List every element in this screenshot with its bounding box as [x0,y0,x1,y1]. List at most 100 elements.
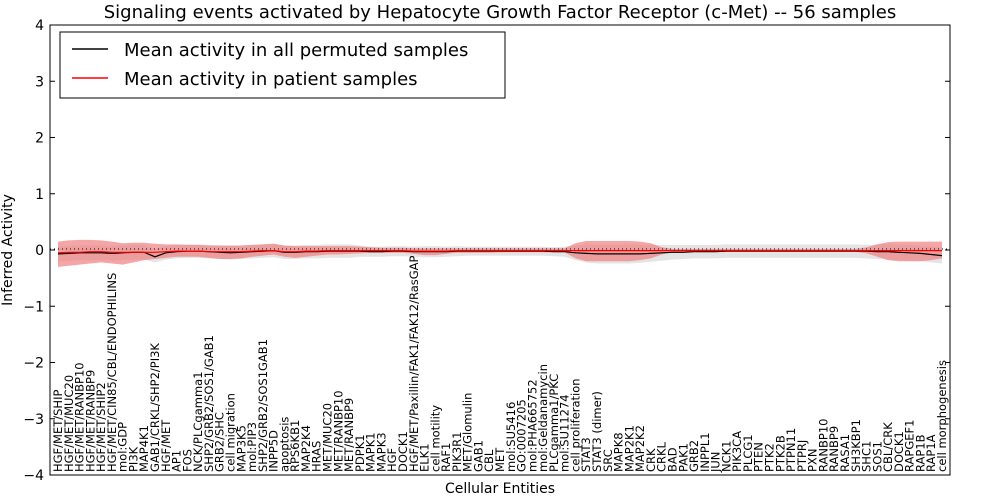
x-tick-label: HGF/MET/CIN85/CBL/ENDOPHILINS [105,273,119,472]
x-tick-label: RAF1 [439,443,453,472]
x-tick-label: SRC [601,449,615,472]
x-tick-label: mol:SU11274 [558,394,572,472]
x-tick-label: INPPL1 [698,432,712,472]
x-tick-label: GAB1/CRKL/SHP2/PI3K [148,343,162,472]
x-tick-label: GO:0007205 [515,399,529,472]
y-axis: −4 −3 −2 −1 0 1 2 3 4 [23,18,950,484]
x-tick-label: ELK1 [418,443,432,472]
y-tick-label: 1 [35,187,44,203]
x-tick-label: mol:GDP [116,422,130,472]
x-tick-label: mol:PIP3 [245,422,259,472]
x-tick-label: RASA1 [838,434,852,472]
x-tick-label: HGF/MET/SHIP2 [94,382,108,472]
x-tick-label: MAPK1 [364,432,378,472]
x-tick-label: MET/Glomulin [461,393,475,472]
x-tick-label: NCK1 [719,441,733,473]
x-tick-label: MAPK3 [374,432,388,472]
x-tick-label: FOS [180,449,194,472]
x-tick-label: cell morphogenesis [935,360,949,472]
confidence-bands [58,239,942,267]
x-tick-label: RAP1B [913,434,927,472]
x-tick-label: GRB2/SHC [213,412,227,472]
x-tick-label: GAB1 [471,440,485,472]
x-tick-label: NCK/PLCgamma1 [191,371,205,472]
x-tick-label: MAPK8 [612,432,626,472]
legend: Mean activity in all permuted samples Me… [59,31,506,99]
x-tick-label: cell migration [224,393,238,472]
x-tick-label: RANBP10 [816,419,830,472]
x-tick-label: PLCG1 [741,434,755,472]
y-axis-label: Inferred Activity [0,194,16,306]
x-tick-label: CRKL [655,441,669,472]
x-tick-label: HGF/MET/Paxillin/FAK1/FAK12/RasGAP [407,255,421,472]
x-tick-label: PIK3CA [730,431,744,472]
x-tick-label: JUN [709,452,723,473]
x-tick-label: MAP2K1 [622,425,636,472]
x-tick-label: PLCgamma1/PKC [547,374,561,472]
x-tick-label: MAP2K4 [299,425,313,472]
x-tick-label: PTK2B [773,435,787,472]
x-tick-label: PXN [806,449,820,472]
x-tick-label: STAT3 [579,437,593,472]
x-tick-label: MAP4K1 [137,425,151,472]
x-axis-label: Cellular Entities [445,481,555,497]
chart-title: Signaling events activated by Hepatocyte… [104,2,897,23]
x-tick-label: mol:PHA665752 [525,379,539,472]
x-tick-label: GRB2 [687,440,701,472]
x-tick-label: RAP1A [924,434,938,472]
x-tick-label: HGF/MET/MUC20 [62,375,76,472]
y-tick-label: 0 [35,243,44,259]
patient-mean-line [57,250,942,254]
x-tick-label: DOCK1 [396,431,410,472]
x-tick-label: PI3K [127,446,141,472]
x-tick-label: HGF [385,448,399,472]
y-tick-label: −4 [23,468,44,484]
x-tick-label: HGF/MET [159,419,173,472]
x-tick-label: DOCK1 [892,431,906,472]
x-tick-label: CRK [644,448,658,472]
y-tick-label: 2 [35,131,44,147]
x-tick-label: SHP2/GRB2/SOS1GAB1 [256,339,270,472]
x-tick-label: CBL/CRK [881,422,895,472]
x-tick-label: PIK3R1 [450,432,464,473]
x-tick-label: HGF/MET/RANBP10 [73,362,87,472]
x-tick-label: RPS6KB1 [288,420,302,472]
x-tick-label: PTK2 [763,443,777,472]
x-tick-label: apoptosis [277,417,291,472]
x-tick-label: BAD [666,447,680,472]
x-tick-label: STAT3 (dimer) [590,391,604,472]
x-tick-label: HRAS [310,441,324,472]
series-lines [57,249,943,258]
x-tick-label: PTEN [752,442,766,472]
x-tick-label: cell motility [428,405,442,472]
x-tick-label: PTPN11 [784,428,798,472]
x-tick-label: HGF/MET/RANBP9 [83,370,97,472]
x-tick-label: MET/RANBP10 [331,390,345,472]
x-tick-label: PTPRJ [795,440,809,472]
x-tick-label: MET/MUC20 [321,403,335,472]
x-tick-label: SHP2/GRB2/SOS1/GAB1 [202,335,216,472]
x-tick-label: INPP5D [267,430,281,472]
y-tick-label: 4 [35,18,44,34]
x-tick-label: RANBP9 [827,426,841,472]
x-tick-label: PDPK1 [353,434,367,472]
x-tick-label: MET/RANBP9 [342,398,356,472]
legend-box [59,31,506,99]
legend-label-patient: Mean activity in patient samples [124,69,418,90]
x-tick-label: SH3KBP1 [849,419,863,472]
x-tick-label: SOS1 [870,441,884,472]
x-tick-label: HGF/MET/SHIP [51,390,65,472]
x-tick-label: mol:Geldanamycin [536,364,550,472]
x-tick-label: cell proliferation [569,378,583,472]
x-tick-label: AP1 [170,450,184,472]
legend-label-permuted: Mean activity in all permuted samples [124,40,468,61]
x-tick-labels: HGF/MET/SHIPHGF/MET/MUC20HGF/MET/RANBP10… [51,255,949,473]
x-tick-label: MAP2K2 [633,425,647,472]
x-tick-label: CBL [482,449,496,472]
x-tick-label: mol:SU5416 [504,402,518,472]
x-tick-label: MAP3K5 [234,425,248,472]
x-tick-label: SHC1 [860,441,874,472]
y-tick-label: −2 [23,356,44,372]
x-tick-label: MET [493,447,507,472]
